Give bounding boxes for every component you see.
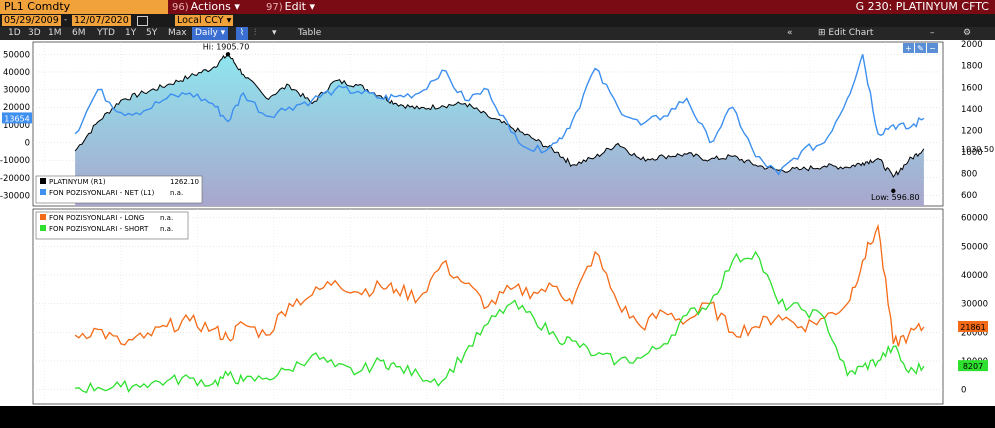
low-annotation: Low: 596.80 [871,193,920,202]
y-left-tick-label: 20000 [3,103,30,113]
legend-series-name-bottom: FON POZISYONLARI - LONG [49,214,144,222]
range-3d[interactable]: 3D [28,28,41,38]
y-right-tick-label-bottom: 40000 [961,271,988,281]
legend-swatch [40,178,46,184]
long-value-marker [958,320,988,332]
range-1m[interactable]: 1M [48,28,62,38]
y-left-tick-label: 50000 [3,50,30,60]
y-right-tick-label-bottom: 0 [961,386,966,396]
range-max[interactable]: Max [168,28,187,38]
y-right-tick-label-bottom: 30000 [961,300,988,310]
y-right-tick-label: 1400 [961,105,983,115]
y-right-tick-label: 1800 [961,62,983,72]
zoom-out-icon-bg [927,43,938,53]
y-right-tick-label-bottom: 20000 [961,328,988,338]
pencil-icon-bg [915,43,926,53]
settings-gear-icon[interactable]: ⚙ [963,28,972,38]
actions-chevron-icon: ▾ [234,0,240,13]
y-right-tick-label-bottom: 60000 [961,214,988,224]
zoom-in-icon-bg [903,43,914,53]
series-platinum-line [74,53,925,178]
toolbar-separator: ▾ [272,28,277,38]
collapse-icon[interactable]: « [787,28,793,38]
y-right-tick-label-bottom: 50000 [961,242,988,252]
y-left-tick-label: -10000 [0,156,30,166]
left-value-marker-label: 13654 [4,114,29,123]
range-1y[interactable]: 1Y [125,28,137,38]
date-range-bar: 05/29/2009 - 12/07/2020 Local CCY ▾ [0,14,995,27]
edit-chart-button[interactable]: ⊞ Edit Chart [818,28,874,38]
legend-series-value-bottom: n.a. [160,225,173,233]
chart-area: 50000 40000 30000 20000 10000 0 -10000 -20000 -3… [0,40,995,428]
y-left-tick-label: 10000 [3,121,30,131]
end-date-field[interactable]: 12/07/2020 [72,15,131,26]
chart-toolbar: 1D 3D 1M 6M YTD 1Y 5Y Max Daily ▾ ⌇ ⫶ ▾ … [0,27,995,40]
zoom-out-icon: − [929,44,936,53]
low-point-marker [891,188,896,194]
y-right-tick-label: 2000 [961,40,983,50]
legend-series-name: FON POZISYONLARI - NET (L1) [49,189,155,197]
start-date-field[interactable]: 05/29/2009 [2,15,61,26]
high-annotation: Hi: 1905.70 [203,42,250,51]
y-right-tick-label: 1000 [961,148,983,158]
y-right-tick-label: 1600 [961,83,983,93]
short-value-marker-label: 8207 [963,362,983,371]
table-button[interactable]: Table [298,28,322,38]
left-value-marker [2,112,32,124]
legend-swatch-bottom [40,214,46,220]
legend-series-value: 1262.10 [170,178,199,186]
pencil-icon: ✎ [917,44,924,53]
y-left-tick-label: -30000 [0,191,30,201]
platinum-area [75,54,924,206]
minimize-icon[interactable]: – [930,28,935,38]
range-5y[interactable]: 5Y [146,28,158,38]
zoom-in-icon: + [905,44,912,53]
actions-menu[interactable]: 96) Actions ▾ [172,0,240,13]
bar-chart-icon[interactable]: ⫶ [254,28,257,38]
range-ytd[interactable]: YTD [97,28,115,38]
y-left-tick-label: 30000 [3,86,30,96]
series-short-line [75,250,925,394]
line-chart-icon[interactable]: ⌇ [236,27,248,40]
y-left-tick-label: 40000 [3,68,30,78]
legend-series-value-bottom: n.a. [160,214,173,222]
top-legend-box [35,175,203,204]
series-long-line [74,223,925,347]
ticker-field[interactable]: PL1 Comdty [0,0,168,14]
legend-series-name-bottom: FON POZISYONLARI - SHORT [49,225,149,233]
high-point-marker [225,52,231,57]
series-net-line [74,54,925,176]
edit-chart-icon: ⊞ [818,28,826,38]
legend-series-value: n.a. [170,189,183,197]
y-left-tick-label: -20000 [0,174,30,184]
frequency-select[interactable]: Daily ▾ [192,27,229,40]
edit-chevron-icon: ▾ [309,0,315,13]
edit-menu[interactable]: 97) Edit ▾ [266,0,315,13]
right-value-marker-label: 1030.50 [961,145,994,154]
ticker-label: PL1 Comdty [4,0,71,13]
currency-select[interactable]: Local CCY ▾ [175,15,234,26]
title-bar: PL1 Comdty 96) Actions ▾ 97) Edit ▾ G 230:… [0,0,995,14]
calendar-icon[interactable] [137,16,148,26]
y-right-tick-label: 600 [961,191,977,201]
bottom-legend-box [35,211,189,240]
y-left-tick-label: 0 [25,139,30,149]
currency-chevron-icon: ▾ [226,15,232,26]
chart-canvas: 50000400003000020000100000-10000-20000-3… [0,40,995,428]
legend-swatch [40,189,46,195]
y-right-tick-label: 1200 [961,126,983,136]
long-value-marker-label: 21861 [960,323,985,332]
range-6m[interactable]: 6M [72,28,86,38]
date-separator: - [64,15,68,25]
y-right-tick-label: 800 [961,170,977,180]
legend-series-name: PLATINYUM (R1) [49,178,106,186]
legend-swatch-bottom [40,225,46,231]
short-value-marker [958,360,988,372]
range-1d[interactable]: 1D [8,28,21,38]
page-title: G 230: PLATINYUM CFTC [855,0,989,13]
